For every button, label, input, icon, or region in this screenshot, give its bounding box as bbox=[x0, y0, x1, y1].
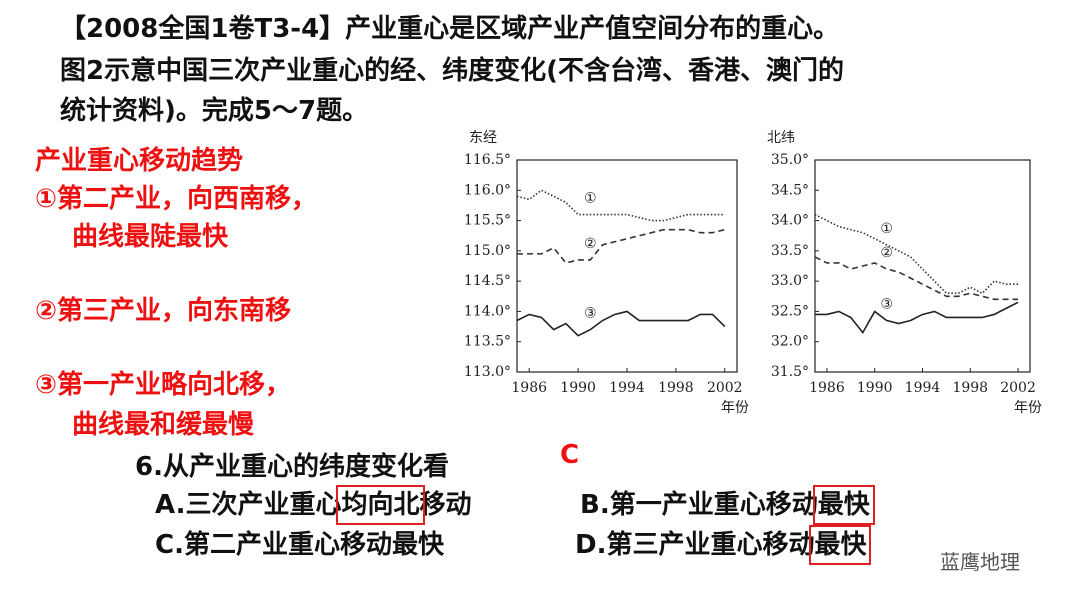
option-text: 移动 bbox=[419, 490, 472, 520]
series-label: ② bbox=[880, 245, 893, 261]
note: ③第一产业略向北移， bbox=[35, 370, 292, 400]
y-tick-label: 35.0° bbox=[771, 152, 809, 168]
series-line bbox=[815, 301, 1019, 335]
x-tick-label: 1994 bbox=[905, 380, 941, 396]
series-label: ③ bbox=[880, 297, 893, 313]
x-axis-label: 年份 bbox=[721, 400, 749, 416]
series-line bbox=[814, 256, 1019, 301]
x-tick-label: 1986 bbox=[809, 380, 845, 396]
y-tick-label: 33.0° bbox=[771, 273, 809, 289]
x-tick-label: 2002 bbox=[707, 380, 743, 396]
plot-frame bbox=[814, 159, 1031, 373]
plot-frame bbox=[516, 159, 738, 373]
series-label: ① bbox=[880, 221, 893, 237]
header-line: 图2示意中国三次产业重心的经、纬度变化(不含台湾、香港、澳门的 bbox=[60, 56, 844, 86]
y-tick-label: 116.0° bbox=[464, 182, 511, 198]
y-tick-label: 115.0° bbox=[464, 243, 511, 259]
y-axis-label: 东经 bbox=[469, 130, 497, 146]
x-tick-label: 1998 bbox=[658, 380, 694, 396]
note: 曲线最陡最快 bbox=[72, 222, 229, 252]
x-tick-label: 1990 bbox=[560, 380, 596, 396]
highlight: 均向北 bbox=[336, 485, 425, 525]
y-tick-label: 34.5° bbox=[771, 182, 809, 198]
note: ①第二产业，向西南移， bbox=[35, 184, 318, 214]
question-stem: 6.从产业重心的纬度变化看 bbox=[135, 452, 449, 482]
x-tick-label: 2002 bbox=[1000, 380, 1036, 396]
highlight: 最快 bbox=[812, 485, 875, 525]
y-tick-label: 116.5° bbox=[464, 152, 511, 168]
y-tick-label: 114.0° bbox=[464, 303, 511, 319]
header-line: 统计资料)。完成5～7题。 bbox=[60, 96, 369, 126]
option-text: B.第一产业重心移动 bbox=[580, 490, 818, 520]
x-tick-label: 1998 bbox=[952, 380, 988, 396]
series-line bbox=[516, 310, 726, 337]
y-tick-label: 33.5° bbox=[771, 243, 809, 259]
option: A.三次产业重心均向北移动 bbox=[155, 485, 472, 525]
answer: C bbox=[560, 440, 580, 470]
note: ②第三产业，向东南移 bbox=[35, 296, 292, 326]
x-tick-label: 1994 bbox=[609, 380, 645, 396]
y-tick-label: 113.5° bbox=[464, 334, 511, 350]
option-text: D.第三产业重心移动 bbox=[575, 530, 815, 560]
highlight: 最快 bbox=[809, 525, 872, 565]
series-label: ② bbox=[584, 236, 597, 252]
option: D.第三产业重心移动最快 bbox=[575, 525, 872, 565]
option: B.第一产业重心移动最快 bbox=[580, 485, 875, 525]
series-label: ③ bbox=[584, 306, 597, 322]
option-text: A.三次产业重心 bbox=[155, 490, 342, 520]
x-tick-label: 1990 bbox=[857, 380, 893, 396]
note: 曲线最和缓最慢 bbox=[72, 410, 255, 440]
header-line: 【2008全国1卷T3-4】产业重心是区域产业产值空间分布的重心。 bbox=[60, 14, 840, 44]
watermark: 蓝鹰地理 bbox=[940, 550, 1020, 574]
y-tick-label: 34.0° bbox=[771, 213, 809, 229]
y-tick-label: 114.5° bbox=[464, 273, 511, 289]
notes-title: 产业重心移动趋势 bbox=[35, 146, 244, 176]
y-axis-label: 北纬 bbox=[767, 130, 795, 146]
y-tick-label: 32.0° bbox=[771, 334, 809, 350]
series-line bbox=[517, 228, 725, 264]
y-tick-label: 113.0° bbox=[464, 364, 511, 380]
series-line bbox=[814, 213, 1019, 295]
x-axis-label: 年份 bbox=[1014, 400, 1042, 416]
y-tick-label: 115.5° bbox=[464, 213, 511, 229]
x-tick-label: 1986 bbox=[511, 380, 547, 396]
series-label: ① bbox=[584, 191, 597, 207]
option: C.第二产业重心移动最快 bbox=[155, 530, 444, 560]
y-tick-label: 31.5° bbox=[771, 364, 809, 380]
series-line bbox=[516, 189, 725, 222]
y-tick-label: 32.5° bbox=[771, 303, 809, 319]
